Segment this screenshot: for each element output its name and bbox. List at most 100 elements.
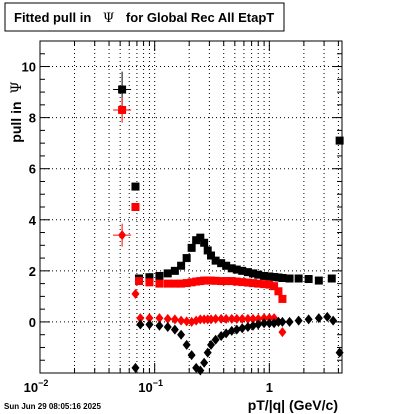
data-point-red-diamond <box>248 313 257 324</box>
data-point-black-diamond <box>211 334 220 345</box>
data-point-black-square <box>294 274 303 283</box>
data-point-black-square <box>192 236 201 245</box>
data-point-black-square <box>131 182 140 191</box>
axis-ticks <box>39 40 342 374</box>
data-point-red-diamond <box>222 313 231 324</box>
data-point-black-diamond <box>304 314 313 325</box>
data-point-black-diamond <box>200 357 209 368</box>
data-point-black-diamond <box>314 313 323 324</box>
data-point-red-diamond <box>254 313 263 324</box>
x-tick-label-base: 1 <box>266 380 273 395</box>
data-point-black-diamond <box>155 320 164 331</box>
data-point-black-square <box>217 259 226 268</box>
data-point-red-diamond <box>145 313 154 324</box>
data-point-black-square <box>211 256 220 265</box>
data-point-black-square <box>238 266 247 275</box>
data-point-black-diamond <box>131 362 140 373</box>
data-point-red-square <box>238 278 247 287</box>
data-point-black-square <box>285 274 294 283</box>
data-point-red-square <box>217 277 226 286</box>
data-point-black-square <box>304 275 313 284</box>
data-point-black-diamond <box>232 324 241 335</box>
data-point-red-square <box>254 279 263 288</box>
data-point-black-square <box>182 254 191 263</box>
data-point-red-square <box>145 278 154 287</box>
data-point-black-square <box>187 243 196 252</box>
data-point-black-square <box>278 273 287 282</box>
data-point-black-diamond <box>265 318 274 329</box>
data-point-red-diamond <box>243 313 252 324</box>
data-point-red-square <box>232 277 241 286</box>
data-point-red-square <box>211 276 220 285</box>
data-point-red-square <box>265 280 274 289</box>
data-point-black-diamond <box>329 315 338 326</box>
data-point-black-square <box>265 272 274 281</box>
data-point-black-square <box>227 264 236 273</box>
data-point-red-diamond <box>260 313 269 324</box>
data-point-red-diamond <box>163 313 172 324</box>
data-point-red-diamond <box>155 313 164 324</box>
data-point-black-diamond <box>294 315 303 326</box>
data-point-black-diamond <box>207 339 216 350</box>
x-axis-label: pT/|q| (GeV/c) <box>248 397 338 413</box>
data-point-red-square <box>274 287 283 296</box>
data-point-black-square <box>145 273 154 282</box>
data-point-black-square <box>163 269 172 278</box>
title-box <box>4 2 285 32</box>
data-point-black-diamond <box>170 324 179 335</box>
data-point-red-square <box>192 277 201 286</box>
data-point-red-square <box>182 279 191 288</box>
data-point-black-diamond <box>243 322 252 333</box>
x-tick-label-exponent: −1 <box>153 378 163 388</box>
x-tick-label: 10−2 <box>24 378 49 395</box>
data-point-black-square <box>335 136 344 145</box>
data-point-black-diamond <box>238 323 247 334</box>
x-tick-label: 10−1 <box>138 378 163 395</box>
data-point-red-diamond <box>217 313 226 324</box>
data-point-black-square <box>270 272 279 281</box>
data-point-black-diamond <box>323 311 332 322</box>
data-point-black-square <box>254 270 263 279</box>
data-point-black-square <box>200 238 209 247</box>
y-axis-label: pull in Ψ <box>8 81 25 142</box>
y-tick-label: 6 <box>29 162 36 177</box>
title-symbol: Ψ <box>103 11 114 26</box>
data-point-black-square <box>327 274 336 283</box>
data-point-red-square <box>227 277 236 286</box>
data-point-black-square <box>155 271 164 280</box>
data-point-red-diamond <box>170 314 179 325</box>
data-point-red-diamond <box>211 313 220 324</box>
data-point-black-diamond <box>278 316 287 327</box>
data-point-red-square <box>163 279 172 288</box>
data-point-red-diamond <box>265 313 274 324</box>
x-tick-label: 1 <box>266 380 273 395</box>
data-point-black-square <box>177 261 186 270</box>
data-point-red-square <box>170 279 179 288</box>
data-point-red-diamond <box>131 288 140 299</box>
data-point-red-square <box>260 280 269 289</box>
data-point-black-diamond <box>203 347 212 358</box>
data-point-black-diamond <box>182 339 191 350</box>
data-point-black-square <box>203 246 212 255</box>
data-point-black-diamond <box>187 350 196 361</box>
y-tick-label: 0 <box>29 315 36 330</box>
data-point-red-square <box>131 203 140 211</box>
x-tick-label-base: 10 <box>138 380 152 395</box>
data-point-red-square <box>278 294 287 303</box>
data-point-black-diamond <box>254 319 263 330</box>
data-point-red-square <box>270 282 279 291</box>
data-point-black-square <box>243 268 252 277</box>
title-suffix: for Global Rec All EtapT <box>126 10 274 25</box>
y-tick-label: 2 <box>29 264 36 279</box>
data-point-red-square <box>177 279 186 288</box>
data-point-red-diamond <box>278 327 287 338</box>
data-point-red-square <box>222 277 231 286</box>
data-point-red-diamond <box>177 315 186 326</box>
data-point-black-square <box>170 266 179 275</box>
data-point-red-square <box>155 279 164 288</box>
data-point-red-diamond <box>238 313 247 324</box>
data-point-black-square <box>222 261 231 270</box>
data-point-red-diamond <box>232 313 241 324</box>
